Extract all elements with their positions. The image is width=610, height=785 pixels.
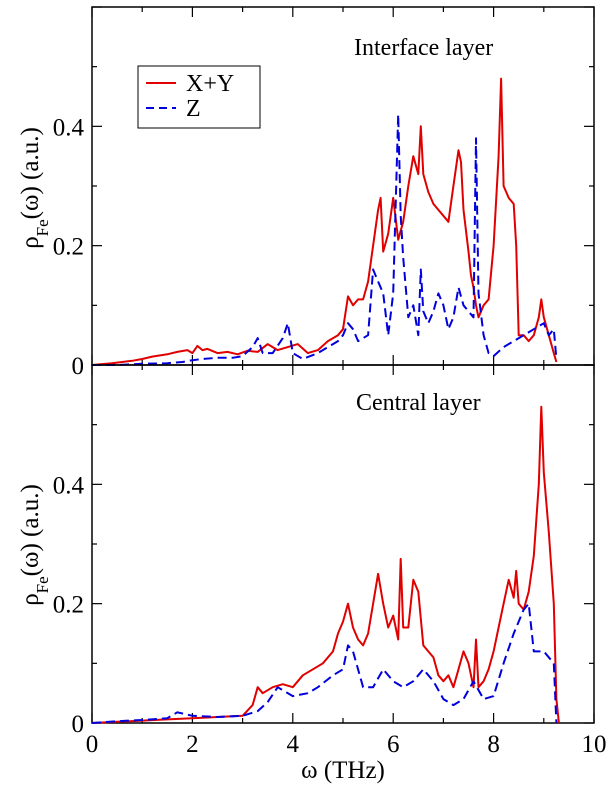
x-tick-label: 0 bbox=[86, 731, 99, 758]
central-series-xy bbox=[91, 405, 560, 724]
interface-series-group bbox=[91, 77, 558, 366]
central-y-tick-label: 0.2 bbox=[53, 592, 84, 619]
central-y-tick-label: 0 bbox=[72, 711, 85, 738]
svg-text:ρFe(ω) (a.u.): ρFe(ω) (a.u.) bbox=[17, 484, 52, 606]
legend: X+Y Z bbox=[137, 65, 261, 129]
interface-layer-panel: 0 0.2 0.4 Interface layer X+Y Z ρFe(ω) (a.… bbox=[17, 6, 595, 380]
x-axis-label: ω (THz) bbox=[301, 757, 385, 784]
legend-box bbox=[137, 65, 261, 129]
y-label-fe: Fe bbox=[33, 576, 52, 593]
x-tick-label: 4 bbox=[287, 731, 300, 758]
y-label-rho: ρ bbox=[17, 593, 44, 605]
central-y-axis-label: ρFe(ω) (a.u.) bbox=[17, 484, 52, 606]
central-panel-title: Central layer bbox=[356, 390, 481, 416]
central-axis-ticks: 0 0.2 0.4 bbox=[53, 364, 595, 738]
y-label-tail: (ω) (a.u.) bbox=[17, 484, 44, 576]
central-series-z bbox=[91, 602, 558, 724]
x-tick-label: 6 bbox=[387, 731, 400, 758]
central-y-tick-label: 0.4 bbox=[53, 472, 85, 499]
central-plot-frame bbox=[91, 364, 595, 724]
central-series-group bbox=[91, 405, 560, 724]
interface-y-tick-label: 0.2 bbox=[53, 234, 84, 261]
interface-y-axis-label: ρFe(ω) (a.u.) bbox=[17, 127, 52, 249]
legend-label-xy: X+Y bbox=[186, 71, 234, 97]
interface-axis-ticks: 0 0.2 0.4 bbox=[53, 6, 595, 380]
interface-y-tick-label: 0.4 bbox=[53, 114, 85, 141]
legend-label-z: Z bbox=[186, 96, 201, 122]
x-tick-labels: 0 2 4 6 8 10 bbox=[86, 731, 607, 758]
y-label-fe: Fe bbox=[33, 219, 52, 236]
x-tick-label: 2 bbox=[186, 731, 199, 758]
y-label-rho: ρ bbox=[17, 236, 44, 248]
interface-y-tick-label: 0 bbox=[72, 353, 85, 380]
svg-text:ρFe(ω) (a.u.): ρFe(ω) (a.u.) bbox=[17, 127, 52, 249]
central-layer-panel: 0 0.2 0.4 Central layer ρFe(ω) (a.u.) bbox=[17, 364, 595, 738]
x-tick-label: 10 bbox=[582, 731, 607, 758]
interface-series-xy bbox=[91, 77, 558, 366]
x-tick-label: 8 bbox=[487, 731, 500, 758]
interface-panel-title: Interface layer bbox=[354, 35, 493, 61]
y-label-tail: (ω) (a.u.) bbox=[17, 127, 44, 219]
interface-series-z bbox=[92, 113, 558, 366]
